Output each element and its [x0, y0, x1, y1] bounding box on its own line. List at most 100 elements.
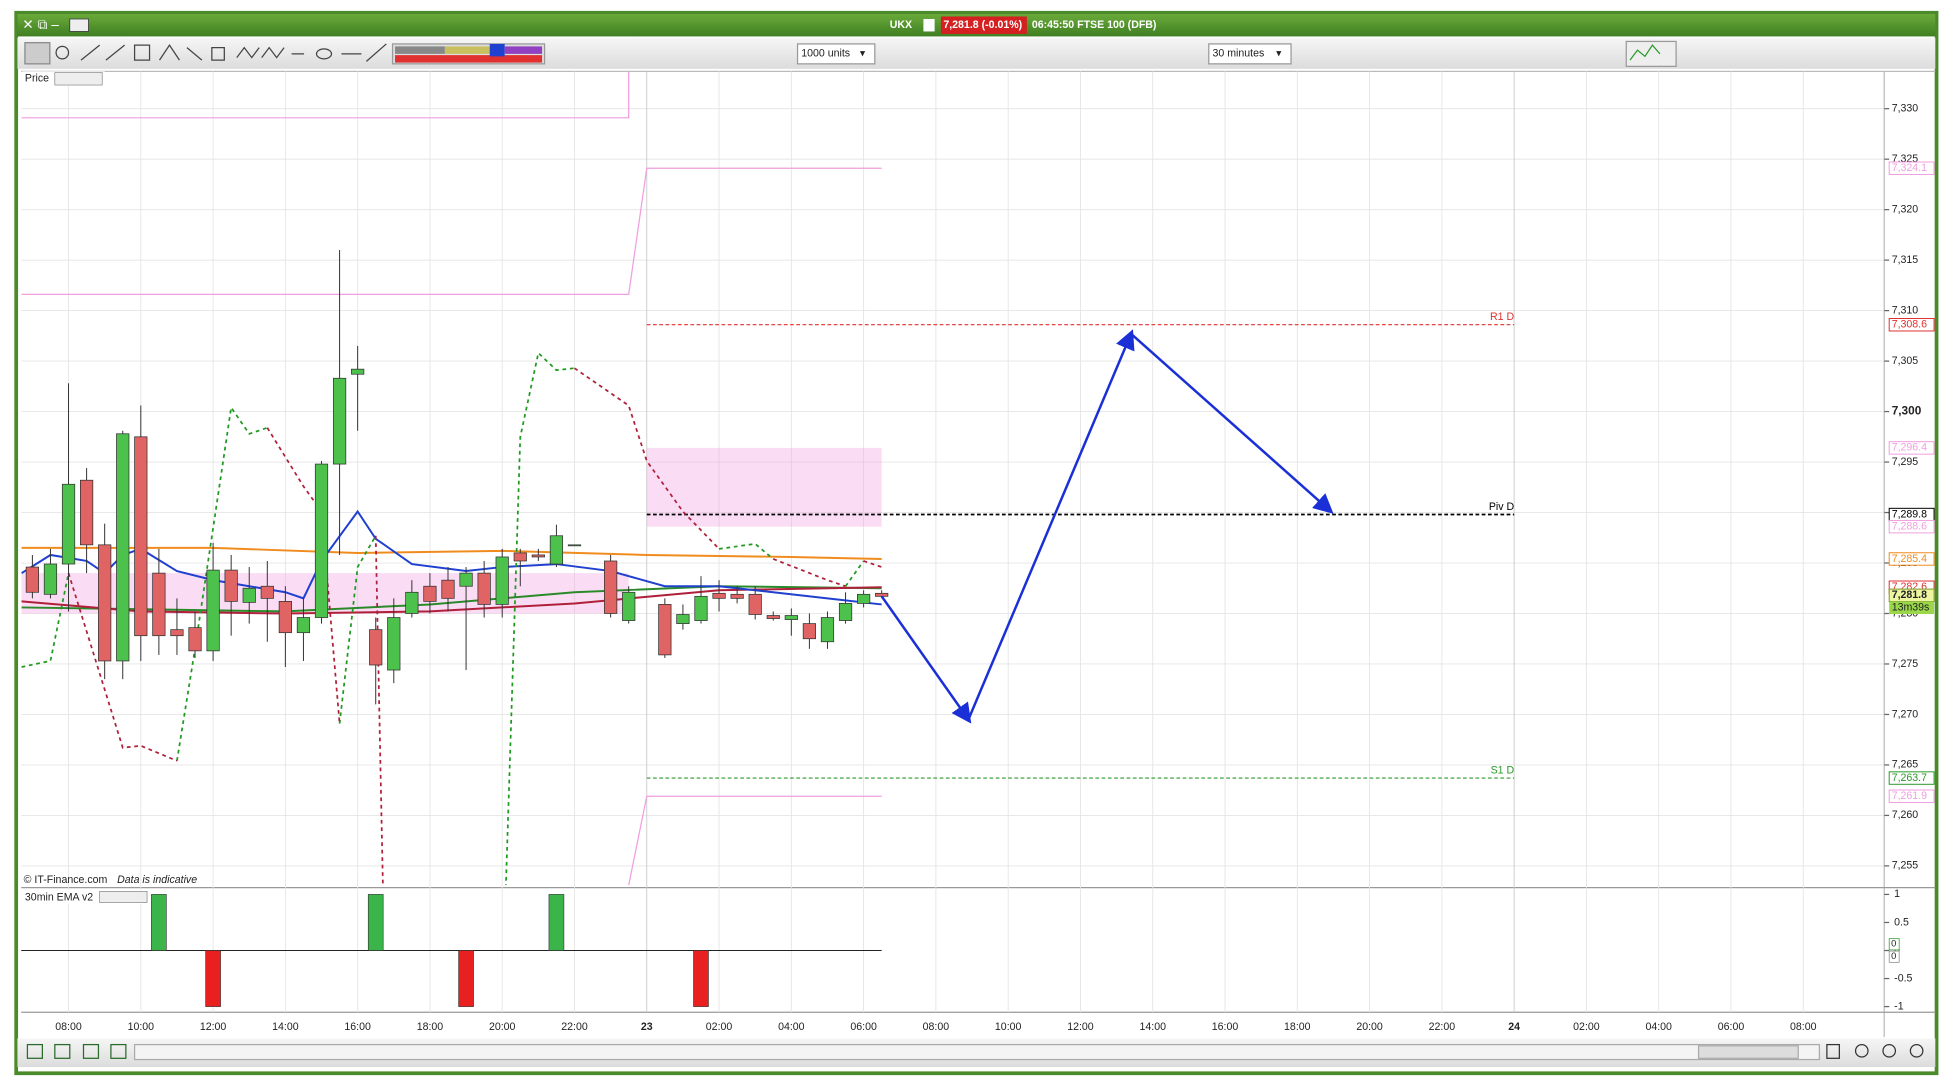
candle-body	[242, 587, 256, 603]
candle-body	[531, 554, 545, 558]
projection-arrow	[880, 595, 972, 724]
candle-body	[658, 604, 672, 656]
indicator-value-box	[1888, 938, 1900, 951]
y-tick-label: 7,300	[1892, 404, 1922, 418]
indicator-value-box	[1888, 950, 1900, 963]
copyright: © IT-Finance.com	[24, 874, 108, 886]
price-plot: R1 D Piv D S1 D	[21, 71, 1515, 886]
interval: 30 minutes	[1213, 48, 1265, 60]
candle-body	[802, 623, 817, 640]
y-tick-label: 7,295	[1892, 456, 1919, 468]
y-tick-label: 7,275	[1892, 658, 1919, 670]
pivot-label: R1 D	[1490, 311, 1514, 323]
price-tag-label: 7,285.4	[1892, 553, 1927, 565]
indicator-buttons[interactable]	[99, 891, 148, 903]
x-tick-label: 06:00	[850, 1021, 877, 1033]
signal-bar	[693, 950, 709, 1007]
candle-body	[98, 544, 112, 662]
indicator-value: 0	[1891, 939, 1896, 949]
indicator-title: 30min EMA v2	[25, 891, 93, 903]
price-tag-label: 7,308.6	[1892, 319, 1927, 331]
candle-body	[152, 572, 166, 637]
scrollbar[interactable]	[133, 1043, 1821, 1061]
time-and-name: 06:45:50 FTSE 100 (DFB)	[1032, 19, 1157, 31]
price-tag	[1888, 161, 1935, 175]
bottom-icons[interactable]	[26, 1043, 127, 1059]
signal-bar	[367, 894, 384, 951]
x-tick-label: 24	[1508, 1021, 1520, 1033]
signal-bar	[548, 894, 565, 951]
signal-bar	[205, 950, 221, 1007]
zoom-icons[interactable]	[1826, 1043, 1924, 1059]
y-tick-label: 7,305	[1892, 355, 1919, 367]
panel-title: Price	[25, 73, 49, 85]
units: 1000 units	[801, 48, 850, 60]
x-tick-label: 08:00	[1790, 1021, 1817, 1033]
x-tick-label: 10:00	[128, 1021, 155, 1033]
pink-line	[21, 71, 630, 119]
pivot-label: S1 D	[1491, 764, 1515, 776]
candle-body	[748, 593, 762, 615]
dashed-indicator-line	[21, 351, 865, 886]
candle-body	[206, 569, 220, 652]
window-controls[interactable]: ✕ ⧉ –	[22, 17, 59, 32]
y-tick-label: 7,315	[1892, 254, 1919, 266]
candle-body	[513, 552, 527, 562]
price-tag-label: 7,324.1	[1892, 162, 1927, 174]
x-tick-label: 22:00	[1429, 1021, 1456, 1033]
candle-body	[116, 433, 130, 662]
info-icon[interactable]	[923, 18, 935, 32]
x-tick-label: 22:00	[561, 1021, 588, 1033]
y-tick-label: 7,310	[1892, 304, 1919, 316]
candle-body	[369, 629, 383, 666]
y-tick-label: 7,255	[1892, 860, 1919, 872]
y-tick-label: 7,265	[1892, 759, 1919, 771]
price-tag-label: 7,263.7	[1892, 772, 1927, 784]
indicator-tick-label: -0.5	[1894, 972, 1912, 984]
candle-body	[441, 579, 455, 599]
scroll-thumb[interactable]	[1697, 1045, 1799, 1059]
x-tick-label: 06:00	[1718, 1021, 1745, 1033]
keyboard-icon[interactable]	[69, 18, 89, 32]
price-tag-label: 7,288.6	[1892, 520, 1927, 532]
price-tag-label: 7,296.4	[1892, 442, 1927, 454]
candle-body	[766, 615, 780, 619]
candle-body	[278, 601, 292, 634]
tool-icons[interactable]	[24, 42, 387, 65]
chart-type-button[interactable]	[1625, 40, 1677, 67]
y-tick-label: 7,320	[1892, 203, 1919, 215]
candle-body	[730, 593, 744, 599]
candle-body	[784, 615, 798, 620]
price-tag	[1888, 789, 1935, 803]
dropdown-arrow: ▾	[1276, 48, 1282, 60]
price-tag-label: 7,261.9	[1892, 790, 1927, 802]
candle-body	[260, 585, 274, 599]
window-frame	[14, 10, 1939, 1076]
toolbar	[17, 37, 1936, 69]
chart-type-icon	[1629, 44, 1661, 61]
candle-body	[694, 595, 708, 621]
dashed-indicator-line	[67, 367, 882, 886]
candle-body	[224, 569, 238, 602]
pivot-label: Piv D	[1489, 501, 1515, 513]
color-palette[interactable]	[391, 43, 546, 65]
price-tag	[1888, 318, 1935, 332]
quote: 7,281.8 (-0.01%)	[943, 19, 1022, 31]
x-tick-label: 02:00	[706, 1021, 733, 1033]
candle-body	[314, 463, 329, 618]
projection-arrow	[1130, 332, 1334, 514]
candle-body	[296, 617, 311, 634]
candle-body	[838, 603, 853, 621]
interval-select[interactable]	[1208, 43, 1292, 65]
candle-body	[351, 368, 365, 375]
candle-body	[405, 591, 419, 614]
candle-body	[134, 436, 148, 637]
pink-line	[628, 795, 882, 886]
indicator-panel: 30min EMA v2 10.50-0.5-100	[21, 888, 1913, 1012]
x-tick-label: 20:00	[1356, 1021, 1383, 1033]
units-select[interactable]	[796, 43, 876, 65]
candle-body	[857, 593, 871, 604]
price-tag	[1888, 771, 1935, 785]
panel-buttons[interactable]	[54, 72, 103, 86]
